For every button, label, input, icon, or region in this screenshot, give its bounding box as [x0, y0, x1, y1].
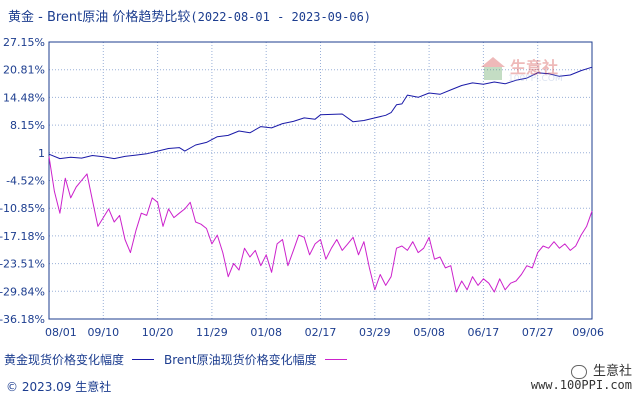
x-tick-label: 11/29 — [196, 326, 228, 339]
y-tick-label: -36.18% — [0, 313, 45, 326]
brand-url: www.100PPI.com — [530, 378, 632, 392]
x-tick-label: 03/29 — [359, 326, 391, 339]
legend-swatch-gold — [132, 359, 155, 360]
y-tick-label: 27.15% — [3, 36, 45, 49]
watermark-name: 生意社 — [510, 58, 559, 77]
legend-swatch-brent — [324, 359, 347, 360]
watermark: 生意社 100PPI.COM — [480, 52, 600, 92]
x-tick-label: 05/08 — [413, 326, 445, 339]
y-tick-label: -29.84% — [0, 285, 45, 298]
chart-lines — [48, 66, 593, 293]
legend-label-brent: Brent原油现货价格变化幅度 — [164, 353, 317, 367]
chart-legend: 黄金现货价格变化幅度 Brent原油现货价格变化幅度 — [4, 351, 357, 368]
copyright-footer: © 2023.09 生意社 — [6, 380, 112, 394]
x-axis-ticks: 08/01 09/10 10/20 11/29 01/08 02/17 03/29 05/08… — [45, 326, 604, 339]
y-tick-label: 20.81% — [3, 64, 45, 77]
y-tick-label: -23.51% — [0, 258, 45, 271]
x-tick-label: 08/01 — [45, 326, 77, 339]
chart-title-range: (2022-08-01 - 2023-09-06) — [190, 10, 372, 24]
brand-bubble-icon — [570, 364, 587, 379]
watermark-house-icon — [481, 57, 505, 80]
y-tick-label: 8.15% — [10, 119, 45, 132]
x-tick-label: 10/20 — [142, 326, 174, 339]
x-tick-label: 06/17 — [468, 326, 500, 339]
x-tick-label: 02/17 — [305, 326, 337, 339]
x-tick-label: 01/08 — [250, 326, 282, 339]
chart-grid — [49, 41, 592, 320]
y-tick-label: -4.52% — [6, 175, 45, 188]
y-tick-label: -10.85% — [0, 202, 45, 215]
brand-name: 生意社 — [592, 364, 632, 379]
plot-frame — [48, 41, 593, 320]
series-line-brent — [48, 156, 593, 293]
y-tick-label: -17.18% — [0, 230, 45, 243]
y-tick-label: 14.48% — [3, 91, 45, 104]
x-tick-label: 09/06 — [572, 326, 604, 339]
watermark-url: 100PPI.COM — [508, 74, 563, 84]
chart-title: 黄金 - Brent原油 价格趋势比较(2022-08-01 - 2023-09… — [8, 6, 371, 25]
y-tick-label: 1 — [38, 147, 45, 160]
chart-title-main: 黄金 - Brent原油 价格趋势比较 — [8, 10, 191, 25]
series-line-gold — [48, 66, 593, 160]
x-tick-label: 09/10 — [87, 326, 119, 339]
x-tick-label: 07/27 — [522, 326, 554, 339]
y-axis-ticks: 27.15% 20.81% 14.48% 8.15% 1 -4.52% -10.85% -17… — [0, 36, 45, 326]
brand-mark: 生意社 www.100PPI.com — [531, 360, 632, 392]
legend-label-gold: 黄金现货价格变化幅度 — [4, 353, 125, 367]
